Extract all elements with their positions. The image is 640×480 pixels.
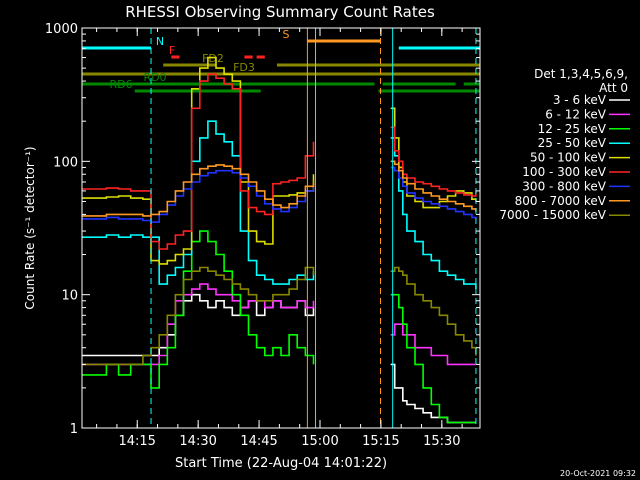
legend-label: 100 - 300 keV [522,165,606,179]
y-axis-label: Count Rate (s⁻¹ detector⁻¹) [23,146,37,309]
y-tick-label: 10 [61,289,78,304]
series-line [82,56,315,265]
y-tick-label: 1 [70,422,78,437]
x-tick-label: 14:15 [118,434,155,449]
flag-label: FD2 [202,52,224,65]
legend-label: 800 - 7000 keV [515,194,607,208]
y-tick-label: 1000 [45,22,78,37]
series-line [82,169,315,223]
series-line [82,230,315,389]
x-tick-label: 14:30 [179,434,216,449]
legend-label: 300 - 800 keV [522,179,606,193]
flag-label: N [156,35,164,48]
flag-label: FD3 [233,61,255,74]
series-line [390,266,477,356]
x-tick-label: 15:30 [423,434,460,449]
vertical-markers [150,28,477,428]
legend-label: 25 - 50 keV [538,136,607,150]
series-line [390,137,477,290]
chart-title: RHESSI Observing Summary Count Rates [125,3,435,21]
y-axis: 1 10 100 1000 [45,22,480,437]
x-tick-label: 14:45 [240,434,277,449]
series-line [390,166,477,219]
flag-label: S [283,28,290,41]
x-tick-label: 15:15 [362,434,399,449]
timestamp: 20-Oct-2021 09:32 [560,469,636,478]
series-line [82,120,315,285]
x-tick-label: 15:00 [301,434,338,449]
legend-header: Att 0 [599,81,628,95]
flag-label: RD0 [143,71,166,84]
flag-label: F [169,44,175,57]
series-line [390,293,476,424]
plot-frame [81,27,481,429]
series-line [82,73,315,250]
legend-label: 3 - 6 keV [553,93,607,107]
series-line [390,126,477,197]
series-line [390,323,476,366]
series-line [390,160,477,212]
legend-label: 7000 - 15000 keV [499,208,606,222]
legend-label: 50 - 100 keV [530,151,607,165]
legend-header: Det 1,3,4,5,6,9, [534,67,628,81]
y-tick-label: 100 [53,155,78,170]
x-axis-label: Start Time (22-Aug-04 14:01:22) [175,456,387,471]
flag-label: RD6 [109,78,132,91]
legend-label: 12 - 25 keV [538,122,607,136]
legend-label: 6 - 12 keV [545,107,607,121]
series-line [82,164,315,217]
series-line [82,283,315,366]
x-axis: 14:15 14:30 14:45 15:00 15:15 15:30 [96,28,463,449]
